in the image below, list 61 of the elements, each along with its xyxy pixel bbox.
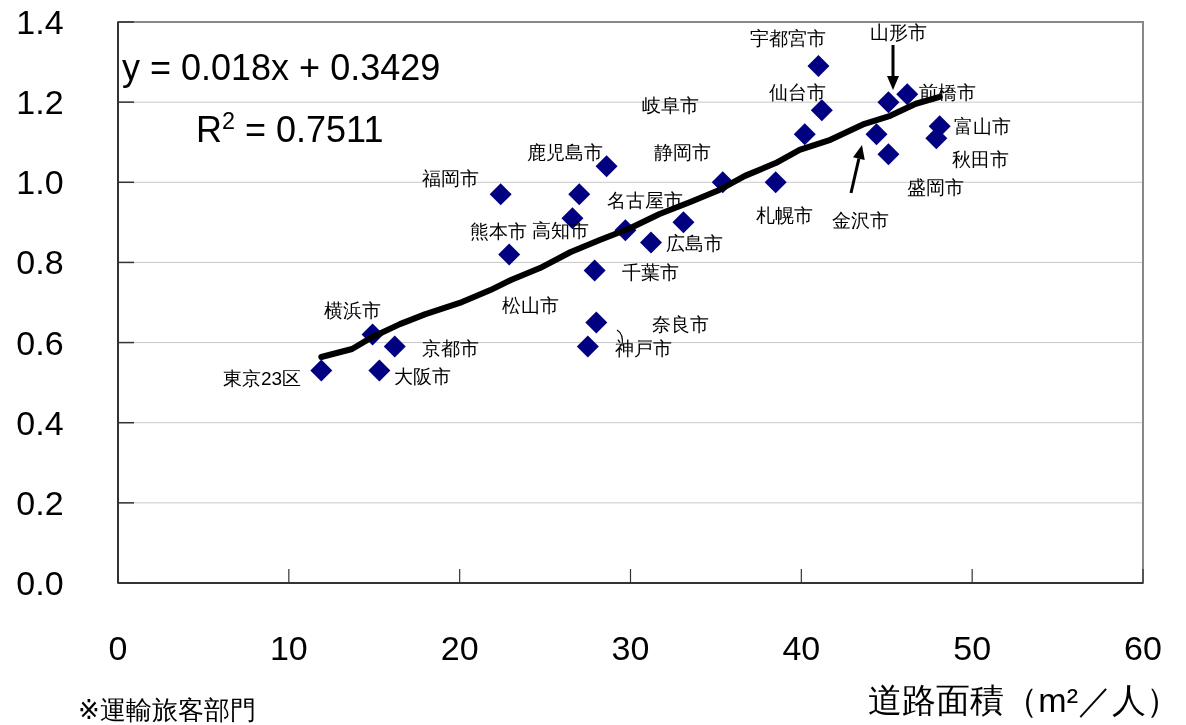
point [585,311,608,334]
point [368,359,391,382]
point [793,123,816,146]
ytick: 1.4 [16,3,64,41]
point [807,55,830,78]
point [896,83,919,106]
ytick: 1.2 [16,83,64,122]
point [877,143,900,166]
point [310,359,333,382]
ytick: 0.8 [16,243,64,282]
point [925,127,948,150]
annotation: 金沢市 [831,210,889,231]
annotation: 京都市 [421,338,479,359]
annotation: 仙台市 [768,82,826,103]
point [576,335,599,358]
annotation: 熊本市 [469,221,527,242]
annotation: 岐阜市 [641,95,699,116]
xtick: 0 [108,629,128,667]
annotation: 盛岡市 [906,177,964,198]
annotation: 広島市 [665,233,723,254]
point [498,243,521,266]
annotation: 奈良市 [651,314,709,335]
xtick: 40 [782,629,821,667]
annotation: 秋田市 [951,149,1009,170]
point [489,183,512,206]
annotation: 山形市 [869,22,927,43]
xtick: 30 [611,629,650,667]
point [383,335,406,358]
annotation: 松山市 [501,295,559,316]
annotation: 大阪市 [393,366,451,387]
xtick: 10 [269,629,308,667]
ytick: 0.4 [16,403,64,442]
annotation: R$^{2}$ = 0.7511 [196,108,384,150]
xlabel: 道路面積（m²／人） [868,681,1180,719]
annotation: 富山市 [953,116,1011,137]
annotation: 静岡市 [653,142,711,163]
annotation: 東京23区 [222,368,302,389]
xtick: 60 [1124,629,1162,667]
ytick: 1.0 [16,163,64,202]
annotation: y = 0.018x + 0.3429 [122,47,441,88]
ytick: 0.6 [16,323,64,362]
annotation: 宇都宮市 [750,28,826,49]
ytick: 0.2 [16,483,64,522]
point [877,91,900,114]
annotation: 札幌市 [755,205,813,226]
point [640,231,662,254]
point [764,171,787,194]
point [568,183,591,206]
xtick: 50 [953,629,992,667]
ytick: 0.0 [16,564,64,602]
annotation: 神戸市 [614,338,672,359]
xtick: 20 [440,629,479,667]
annotation: 高知市 [531,220,589,241]
annotation: 福岡市 [421,168,479,189]
point [583,259,606,282]
point [672,211,695,234]
annotation: 横浜市 [323,300,381,321]
annotation: 鹿児島市 [527,142,603,163]
annotation: ※運輸旅客部門 [78,695,256,725]
point [865,123,888,146]
annotation: 千葉市 [621,262,679,283]
